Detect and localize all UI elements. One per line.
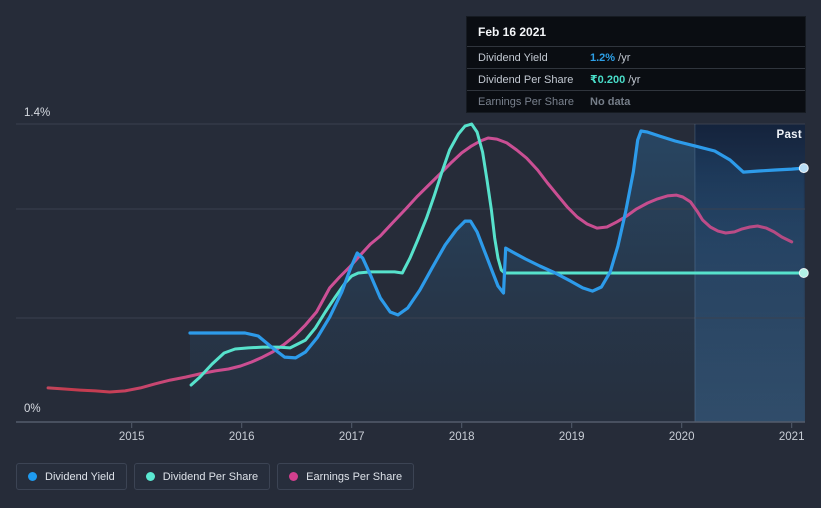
dividend-per-share-dot-icon bbox=[145, 472, 155, 481]
dividend-per-share-end-marker bbox=[798, 268, 809, 278]
y-axis-zero-label: 0% bbox=[24, 403, 41, 415]
x-tick-2016: 2016 bbox=[228, 431, 255, 443]
chart-legend: Dividend Yield Dividend Per Share Earnin… bbox=[16, 463, 415, 490]
x-axis bbox=[16, 421, 805, 428]
dividend-yield-end-marker bbox=[798, 163, 809, 174]
dividend-yield-dot-icon bbox=[28, 472, 37, 481]
past-label: Past bbox=[776, 129, 802, 141]
tooltip-date: Feb 16 2021 bbox=[478, 25, 547, 39]
tooltip-label: Dividend Per Share bbox=[478, 73, 574, 86]
tooltip-value: ₹0.200 bbox=[590, 74, 626, 86]
tooltip-value-suffix: /yr bbox=[625, 74, 641, 86]
legend-label: Dividend Per Share bbox=[162, 470, 259, 483]
tooltip-row-dividend-yield: Dividend Yield 1.2% /yr bbox=[467, 46, 805, 68]
legend-item-earnings-per-share[interactable]: Earnings Per Share bbox=[277, 463, 415, 490]
legend-item-dividend-per-share[interactable]: Dividend Per Share bbox=[133, 463, 271, 490]
x-tick-2021: 2021 bbox=[778, 431, 805, 443]
x-tick-2015: 2015 bbox=[118, 431, 145, 443]
tooltip-value: 1.2% bbox=[590, 51, 616, 64]
x-tick-2019: 2019 bbox=[558, 431, 585, 443]
legend-item-dividend-yield[interactable]: Dividend Yield bbox=[16, 463, 127, 490]
tooltip-label: Dividend Yield bbox=[478, 51, 548, 64]
tooltip-label: Earnings Per Share bbox=[478, 95, 574, 108]
legend-label: Earnings Per Share bbox=[306, 470, 403, 483]
y-axis-max-label: 1.4% bbox=[24, 107, 51, 119]
tooltip-value: No data bbox=[590, 95, 631, 108]
dividend-yield-line bbox=[188, 129, 806, 360]
tooltip-value-suffix: /yr bbox=[615, 51, 631, 64]
x-tick-2020: 2020 bbox=[668, 431, 695, 443]
earnings-per-share-dot-icon bbox=[289, 472, 299, 481]
x-tick-2018: 2018 bbox=[448, 431, 475, 443]
gridlines bbox=[16, 123, 805, 319]
legend-label: Dividend Yield bbox=[45, 470, 115, 483]
chart-tooltip: Feb 16 2021 Dividend Yield 1.2% /yr Divi… bbox=[467, 17, 805, 112]
tooltip-row-earnings-per-share: Earnings Per Share No data bbox=[467, 90, 805, 112]
dividend-yield-area-fill bbox=[190, 131, 804, 422]
tooltip-row-dividend-per-share: Dividend Per Share ₹0.200 /yr bbox=[467, 68, 805, 90]
dividend-per-share-line bbox=[189, 122, 806, 387]
x-tick-2017: 2017 bbox=[338, 431, 365, 443]
